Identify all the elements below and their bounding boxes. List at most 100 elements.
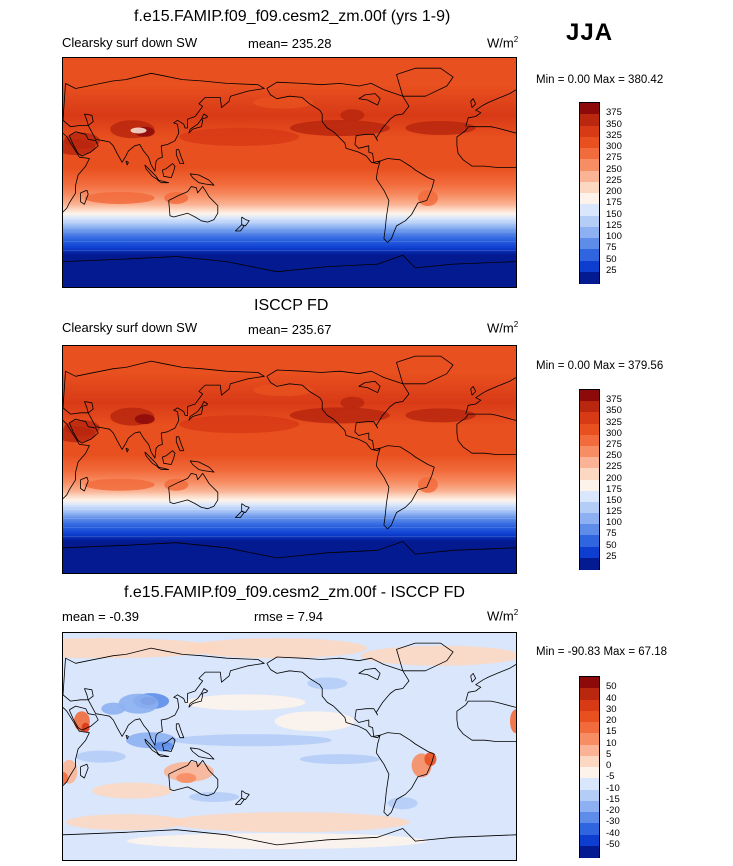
coastline <box>241 503 250 513</box>
colorbar-block <box>580 800 599 813</box>
coastline <box>63 72 265 172</box>
coastline <box>63 541 516 559</box>
field-background <box>63 58 516 287</box>
colorbar-block <box>580 677 599 689</box>
colorbar-block <box>580 445 599 458</box>
coastline <box>201 688 209 694</box>
coastline <box>63 828 516 846</box>
field-patch <box>387 797 418 810</box>
field-patch <box>307 677 348 690</box>
coastline <box>470 98 477 108</box>
colorbar-block <box>580 524 599 537</box>
coastline <box>235 510 245 518</box>
field-patch <box>179 415 300 434</box>
coastline <box>68 131 99 157</box>
field-patch <box>179 127 300 146</box>
coastline <box>358 667 381 681</box>
colorbar-tick-label: 150 <box>606 494 622 506</box>
colorbar-tick-label: 150 <box>606 208 622 220</box>
coastline <box>396 642 454 672</box>
field-patch <box>360 645 516 666</box>
colorbar-block <box>580 148 599 160</box>
field-patch <box>274 711 355 732</box>
panel1-minmax: Min = 0.00 Max = 380.42 <box>536 74 664 86</box>
colorbar-tick-label: 250 <box>606 450 622 462</box>
coastline <box>63 360 265 459</box>
colorbar-tick-label: 25 <box>606 550 617 562</box>
panel1-mean: mean= 235.28 <box>248 36 332 51</box>
field-patch <box>186 638 367 659</box>
panel2-colorbar <box>579 389 600 570</box>
panel2-title: ISCCP FD <box>254 297 329 314</box>
field-patch <box>92 782 173 799</box>
coastline <box>162 163 176 178</box>
panel2-variable-label: Clearsky surf down SW <box>62 320 198 335</box>
panel2-mean: mean= 235.67 <box>248 322 332 337</box>
colorbar-block <box>580 204 599 217</box>
colorbar-block <box>580 834 599 847</box>
panel2-minmax: Min = 0.00 Max = 379.56 <box>536 360 664 372</box>
colorbar-tick-label: 25 <box>606 264 617 276</box>
coastline <box>188 406 204 421</box>
colorbar-tick-label: 350 <box>606 405 622 417</box>
colorbar-block <box>580 226 599 239</box>
panel3-minmax: Min = -90.83 Max = 67.18 <box>536 646 668 658</box>
coastline <box>358 93 381 106</box>
coastline <box>465 664 516 702</box>
colorbar-block <box>580 733 599 746</box>
coastline <box>456 126 516 168</box>
field-patch <box>118 693 159 714</box>
panel3-colorbar <box>579 676 600 858</box>
field-patch <box>163 761 214 782</box>
colorbar-block <box>580 513 599 526</box>
season-label: JJA <box>566 19 614 46</box>
colorbar-tick-label: 275 <box>606 438 622 450</box>
coastline <box>189 460 215 473</box>
coastline <box>84 688 94 701</box>
coastline <box>80 763 89 779</box>
field-patch <box>176 773 197 784</box>
field-patch <box>405 408 476 423</box>
coastline <box>63 420 90 500</box>
colorbar-block <box>580 755 599 768</box>
colorbar-block <box>580 136 599 149</box>
colorbar-tick-label: 75 <box>606 528 617 540</box>
colorbar-block <box>580 722 599 734</box>
colorbar-tick-label: 275 <box>606 152 622 164</box>
coastline <box>375 158 435 243</box>
colorbar-block <box>580 238 599 250</box>
colorbar-block <box>580 412 599 425</box>
colorbar-tick-label: 175 <box>606 483 622 495</box>
colorbar-block <box>580 778 599 791</box>
coastline <box>189 173 215 186</box>
coastline <box>188 118 204 134</box>
field-patch <box>75 750 126 763</box>
field-patch <box>63 426 96 443</box>
field-patch <box>63 638 221 659</box>
colorbar-tick-label: 375 <box>606 107 622 119</box>
field-patch <box>340 396 365 409</box>
coastline <box>456 700 516 742</box>
coastline <box>456 413 516 455</box>
coastline <box>175 149 185 164</box>
coastline <box>63 254 516 273</box>
panel1-variable-label: Clearsky surf down SW <box>62 35 198 50</box>
colorbar-tick-label: 300 <box>606 427 622 439</box>
coastline <box>157 753 170 757</box>
colorbar-tick-label: 50 <box>606 539 617 551</box>
coastline <box>84 401 94 414</box>
coastline <box>396 355 454 385</box>
field-patch <box>253 96 314 109</box>
panel3-map <box>62 632 517 861</box>
colorbar-block <box>580 215 599 228</box>
coastline <box>241 216 250 227</box>
colorbar-block <box>580 181 599 194</box>
coastline <box>168 473 219 510</box>
coastline <box>63 707 90 787</box>
colorbar-block <box>580 501 599 514</box>
colorbar-tick-label: 200 <box>606 472 622 484</box>
colorbar-tick-label: 125 <box>606 219 622 231</box>
coastline <box>201 401 209 407</box>
colorbar-tick-label: 50 <box>606 253 617 265</box>
panel1-title: f.e15.FAMIP.f09_f09.cesm2_zm.00f (yrs 1-… <box>134 8 451 25</box>
